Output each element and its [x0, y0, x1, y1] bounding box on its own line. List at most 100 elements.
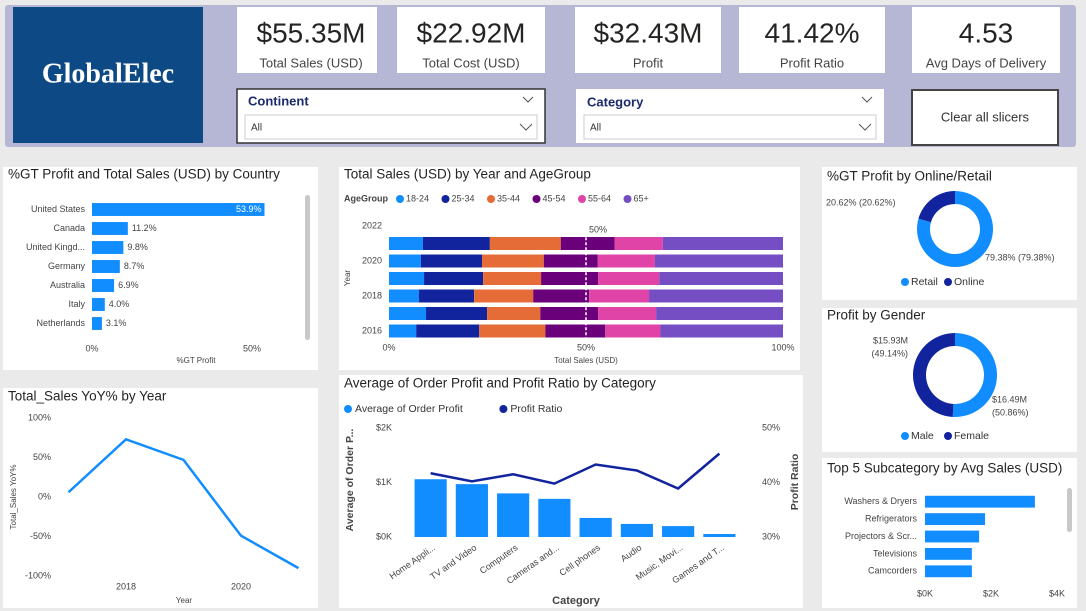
slicer-value: All: [251, 123, 262, 134]
x-tick-label: 100%: [771, 342, 794, 352]
bar-segment: [598, 272, 660, 285]
bar-segment: [483, 272, 542, 285]
bar-segment: [389, 289, 419, 303]
bar-segment: [589, 289, 650, 303]
y2-tick-label: 40%: [762, 477, 780, 487]
x-tick-label: 50%: [577, 342, 595, 352]
bar-segment: [659, 272, 783, 285]
kpi-card: [237, 7, 377, 73]
y-tick-label: $0K: [376, 531, 392, 541]
bar: [414, 479, 447, 537]
legend-swatch: [441, 195, 450, 203]
y-tick-label: Washers & Dryers: [844, 496, 917, 506]
slicer[interactable]: Continent All: [236, 88, 546, 144]
brand: GlobalElec: [42, 58, 174, 89]
bar-segment: [597, 254, 655, 268]
brand-box: [13, 7, 203, 143]
legend-swatch: [944, 278, 952, 286]
legend-swatch: [344, 405, 352, 413]
data-label: 6.9%: [118, 280, 139, 290]
bar-segment: [474, 289, 534, 303]
scrollbar[interactable]: [305, 195, 310, 340]
panel: [3, 167, 318, 370]
kpi-label: Total Cost (USD): [422, 55, 520, 70]
x-tick-label: 2020: [231, 581, 251, 591]
y-tick-label: $1K: [376, 477, 392, 487]
donut-slice: [917, 191, 994, 267]
bar-segment: [420, 254, 482, 268]
y2-axis-label: Profit Ratio: [789, 454, 801, 511]
x-axis-label: Year: [176, 596, 193, 605]
y-tick-label: Australia: [50, 280, 85, 290]
reference-label: 50%: [589, 225, 607, 235]
kpi-card: [912, 7, 1060, 73]
bar: [92, 317, 102, 330]
kpi-card: [397, 7, 545, 73]
legend-label: Retail: [911, 276, 938, 288]
legend-label: Average of Order Profit: [355, 403, 463, 415]
data-label: 20.62% (20.62%): [826, 197, 896, 207]
legend-label: 25-34: [452, 193, 475, 203]
clear-button[interactable]: [911, 89, 1059, 146]
y-tick-label: Refrigerators: [865, 513, 918, 523]
bar-segment: [489, 237, 561, 250]
line: [67, 437, 300, 570]
bar: [538, 498, 571, 537]
legend-label: 18-24: [406, 193, 429, 203]
bar: [92, 298, 105, 311]
legend-swatch: [532, 195, 541, 203]
x-axis-label: %GT Profit: [177, 356, 217, 365]
chart-title: Top 5 Subcategory by Avg Sales (USD): [827, 461, 1062, 476]
x-tick-label: 2018: [116, 581, 136, 591]
bar: [92, 203, 265, 216]
legend-swatch: [499, 405, 508, 413]
kpi-value: 41.42%: [765, 17, 860, 48]
bar: [925, 495, 1035, 508]
dropdown[interactable]: [244, 114, 538, 140]
panel: [822, 167, 1077, 300]
data-label: 9.8%: [127, 242, 148, 252]
chart-title: Total Sales (USD) by Year and AgeGroup: [344, 167, 591, 182]
y-tick-label: 2018: [362, 290, 382, 300]
data-label: 8.7%: [124, 261, 145, 271]
data-label: 53.9%: [236, 204, 262, 214]
legend-label: Online: [954, 276, 985, 288]
dropdown[interactable]: [583, 114, 877, 140]
legend-swatch: [901, 278, 909, 286]
y-tick-label: 2020: [362, 255, 382, 265]
kpi-cards: $55.35M Total Sales (USD) $22.92M Total …: [237, 7, 1060, 73]
bar-segment: [389, 254, 421, 268]
kpi-value: $55.35M: [257, 17, 366, 48]
button-label: Clear all slicers: [941, 109, 1030, 124]
y-tick-label: Canada: [53, 223, 85, 233]
bar-segment: [540, 307, 599, 320]
data-label: 11.2%: [132, 223, 157, 233]
donut-slice: [918, 191, 955, 223]
bar: [662, 526, 695, 537]
bar-segment: [662, 237, 783, 250]
slicer[interactable]: Category All: [576, 89, 884, 143]
y-tick-label: $2K: [376, 422, 392, 432]
panel: [3, 388, 318, 608]
y-tick-label: Projectors & Scr...: [845, 531, 917, 541]
y-tick-label: 50%: [33, 452, 51, 462]
data-label: (49.14%): [871, 348, 908, 358]
legend-label: Male: [911, 430, 934, 442]
chart-title: Average of Order Profit and Profit Ratio…: [344, 376, 656, 391]
y-tick-label: Germany: [48, 261, 86, 271]
scrollbar[interactable]: [1067, 488, 1072, 532]
data-label: 79.38% (79.38%): [985, 252, 1055, 262]
x-axis-label: Total Sales (USD): [554, 356, 618, 365]
bar: [92, 260, 120, 273]
bar-segment: [481, 254, 544, 268]
bar: [703, 534, 736, 537]
bar: [925, 547, 972, 560]
legend-swatch: [578, 195, 586, 203]
x-tick-label: 50%: [243, 343, 261, 353]
legend-swatch: [944, 432, 952, 440]
slicer-title: Continent: [248, 93, 309, 108]
chevron: [858, 123, 872, 131]
bar-segment: [560, 237, 615, 250]
y-tick-label: -50%: [30, 531, 51, 541]
